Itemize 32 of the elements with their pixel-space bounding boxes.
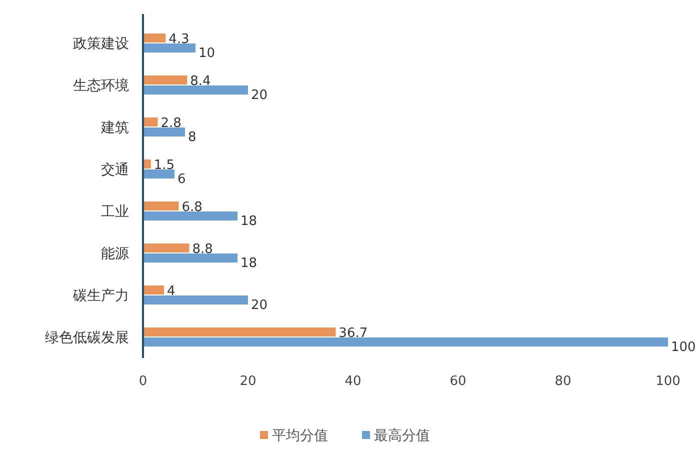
data-label: 1.5	[154, 158, 175, 173]
data-label: 100	[671, 340, 696, 355]
data-label: 4.3	[168, 32, 190, 47]
data-label: 20	[251, 88, 268, 103]
y-tick-label: 绿色低碳发展	[45, 330, 129, 346]
data-label: 8.8	[192, 242, 213, 257]
x-tick-label: 60	[450, 374, 466, 389]
y-tick-label: 工业	[101, 204, 129, 220]
x-tick-label: 40	[344, 374, 362, 389]
x-tick-label: 0	[138, 374, 148, 389]
data-label: 18	[240, 214, 258, 229]
data-label: 10	[198, 46, 216, 61]
y-tick-label: 生态环境	[73, 78, 129, 94]
y-tick-label: 交通	[101, 162, 129, 178]
data-label: 4	[167, 284, 176, 299]
data-label: 2.8	[160, 116, 182, 131]
data-label: 6	[178, 172, 186, 187]
y-tick-label: 建筑	[100, 120, 129, 136]
y-tick-label: 政策建设	[73, 36, 129, 52]
data-label: 8.4	[190, 74, 211, 89]
data-label: 8	[188, 130, 196, 145]
data-label: 20	[251, 298, 268, 313]
legend-label: 平均分值	[272, 428, 328, 444]
x-tick-label: 80	[554, 374, 572, 389]
legend-label: 最高分值	[374, 428, 430, 444]
y-tick-label: 能源	[101, 246, 129, 262]
x-tick-label: 20	[240, 374, 256, 389]
x-tick-label: 100	[656, 374, 680, 389]
y-tick-label: 碳生产力	[72, 288, 129, 304]
data-label: 36.7	[338, 326, 368, 341]
data-label: 18	[240, 256, 258, 271]
data-label: 6.8	[182, 200, 202, 215]
